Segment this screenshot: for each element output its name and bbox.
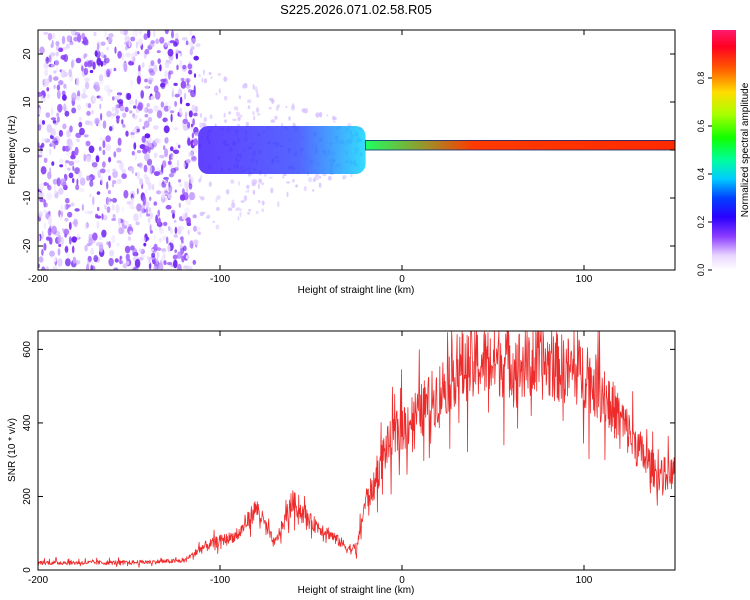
colorbar-ticks: 0.0 0.2 0.4 0.6 0.8 bbox=[696, 72, 712, 277]
spectrogram-x-tick-label: -100 bbox=[210, 274, 230, 285]
snr-x-tick-label: -200 bbox=[28, 575, 48, 586]
snr-x-tick-label: 0 bbox=[399, 575, 405, 586]
spectrogram-x-ticks: -200 -100 0 100 bbox=[28, 30, 593, 285]
snr-series-line bbox=[38, 331, 675, 568]
colorbar-tick-label: 0.0 bbox=[696, 264, 706, 277]
spectrogram-x-axis-label: Height of straight line (km) bbox=[298, 285, 415, 296]
spectrogram-x-tick-label: -200 bbox=[28, 274, 48, 285]
colorbar-label: Normalized spectral amplitude bbox=[740, 82, 750, 217]
spectrogram-x-tick-label: 0 bbox=[399, 274, 405, 285]
spectrogram-y-tick-label: -10 bbox=[22, 190, 33, 205]
spectrogram-y-axis-label: Frequency (Hz) bbox=[7, 116, 18, 185]
colorbar: 0.0 0.2 0.4 0.6 0.8 Normalized spectral ampl… bbox=[696, 30, 750, 276]
spectrogram-y-ticks: -20 -10 0 10 20 bbox=[22, 48, 675, 253]
colorbar-tick-label: 0.4 bbox=[696, 168, 706, 181]
snr-y-tick-label: 200 bbox=[22, 488, 33, 505]
snr-x-ticks: -200 -100 0 100 bbox=[28, 331, 593, 586]
spectrogram-region-turbulent bbox=[198, 126, 366, 174]
snr-x-tick-label: -100 bbox=[210, 575, 230, 586]
snr-panel: -200 -100 0 100 0 200 400 600 Height of straig… bbox=[7, 330, 676, 596]
colorbar-tick-label: 0.6 bbox=[696, 120, 706, 133]
colorbar-tick-label: 0.8 bbox=[696, 72, 706, 85]
snr-x-tick-label: 100 bbox=[576, 575, 593, 586]
colorbar-tick-label: 0.2 bbox=[696, 216, 706, 229]
spectrogram-y-tick-label: 10 bbox=[22, 96, 33, 108]
spectrogram-y-tick-label: -20 bbox=[22, 238, 33, 253]
spectrogram-noise bbox=[38, 30, 363, 270]
snr-y-tick-label: 400 bbox=[22, 414, 33, 431]
spectrogram-y-tick-label: 20 bbox=[22, 48, 33, 60]
colorbar-gradient bbox=[712, 30, 736, 270]
spectrogram-y-tick-label: 0 bbox=[22, 147, 33, 153]
snr-y-tick-label: 0 bbox=[22, 567, 33, 573]
snr-frame bbox=[37, 330, 676, 571]
spectrogram-region-tone-band bbox=[365, 139, 675, 151]
figure-title: S225.2026.071.02.58.R05 bbox=[280, 2, 432, 17]
spectrogram-x-tick-label: 100 bbox=[576, 274, 593, 285]
snr-y-tick-label: 600 bbox=[22, 341, 33, 358]
snr-y-ticks: 0 200 400 600 bbox=[22, 341, 675, 573]
snr-y-axis-label: SNR (10 * v/v) bbox=[7, 418, 18, 482]
spectrogram-regions bbox=[198, 126, 675, 174]
snr-x-axis-label: Height of straight line (km) bbox=[298, 585, 415, 596]
